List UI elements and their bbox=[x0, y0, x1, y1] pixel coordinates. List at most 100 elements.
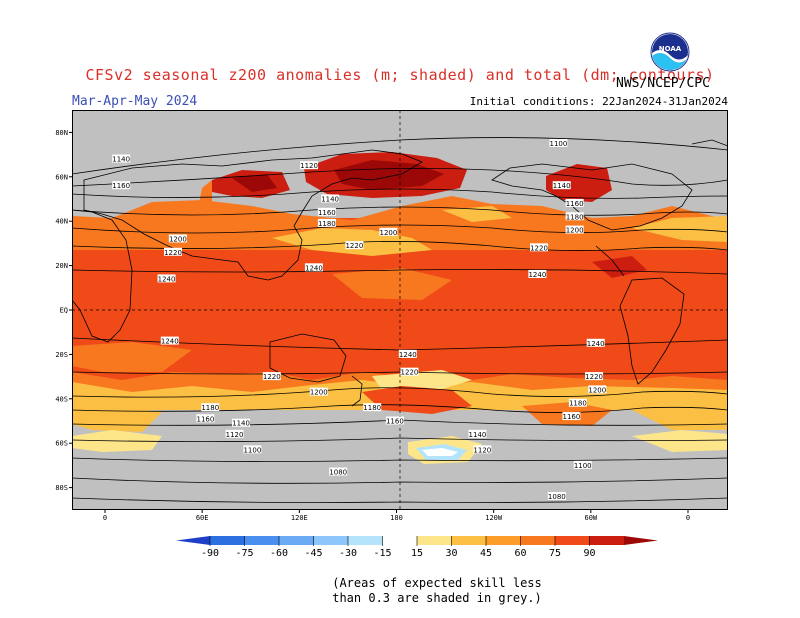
contour-label-bg bbox=[168, 234, 187, 243]
contour-label-text: 1220 bbox=[164, 249, 182, 257]
contour-label-text: 1200 bbox=[566, 227, 584, 235]
contour-label-text: 1180 bbox=[318, 220, 336, 228]
colorbar-tick-label: 90 bbox=[583, 548, 595, 559]
colorbar-box bbox=[279, 536, 314, 545]
lat-tick-label: 40N bbox=[55, 218, 68, 226]
lon-tick-label: 120E bbox=[291, 514, 308, 522]
colorbar-box bbox=[313, 536, 348, 545]
contour-label-bg bbox=[112, 181, 131, 190]
anomaly-band-north bbox=[72, 196, 728, 250]
colorbar-box bbox=[244, 536, 279, 545]
colorbar: -90 -75 -60 -45 -30 -15 15 30 45 60 75 90 bbox=[176, 536, 658, 559]
contour-label: 1140 bbox=[321, 194, 340, 204]
contour-label: 1240 bbox=[398, 349, 417, 359]
contour-label: 1220 bbox=[345, 241, 364, 250]
contour-label-bg bbox=[565, 225, 584, 234]
contour-label-text: 1140 bbox=[469, 431, 487, 439]
anomaly-blob-siberia-core bbox=[232, 174, 277, 192]
contour-label-text: 1120 bbox=[300, 162, 318, 170]
agency-label: NWS/NCEP/CPC bbox=[616, 76, 710, 91]
contour-label-bg bbox=[225, 429, 244, 438]
colorbar-tick-label: -15 bbox=[373, 548, 391, 559]
contour-label-text: 1200 bbox=[379, 229, 397, 237]
contour-label-text: 1160 bbox=[196, 415, 214, 423]
contour-label: 1200 bbox=[379, 227, 398, 237]
contour-label-bg bbox=[317, 218, 336, 227]
anomaly-core-east-pacific bbox=[332, 268, 452, 300]
contour-label-text: 1220 bbox=[401, 369, 419, 377]
lon-tick-label: 60W bbox=[585, 514, 598, 522]
colorbar-tick-label: -90 bbox=[201, 548, 219, 559]
colorbar-tick-label: -30 bbox=[339, 548, 357, 559]
contour-label-bg bbox=[473, 445, 492, 454]
contour-label-bg bbox=[552, 181, 571, 190]
contour-label-bg bbox=[562, 412, 581, 421]
contour-label-bg bbox=[568, 398, 587, 407]
colorbar-arrow-left bbox=[176, 536, 210, 545]
contour-label-text: 1200 bbox=[169, 235, 187, 243]
contour-label-bg bbox=[243, 445, 262, 454]
contour-label: 1160 bbox=[196, 414, 215, 423]
contour-label: 1140 bbox=[552, 181, 571, 190]
anomaly-blob-southern-ocean-pale-2 bbox=[632, 430, 728, 452]
contour-label-text: 1100 bbox=[550, 140, 568, 148]
contour-label-text: 1220 bbox=[345, 242, 363, 250]
contour-label: 1240 bbox=[304, 263, 323, 272]
lon-tick-label: 0 bbox=[103, 514, 107, 522]
colorbar-box bbox=[520, 536, 555, 545]
contour-label-text: 1220 bbox=[263, 373, 281, 381]
anomaly-blob-arctic-pacific-core bbox=[334, 160, 444, 190]
contour-label-text: 1240 bbox=[158, 275, 176, 283]
lon-tick-label: 0 bbox=[686, 514, 690, 522]
colorbar-tick-label: -75 bbox=[235, 548, 253, 559]
contour-label: 1160 bbox=[562, 412, 581, 421]
contour-label: 1160 bbox=[385, 416, 404, 426]
lat-tick-label: 20N bbox=[55, 262, 68, 270]
contour-label: 1220 bbox=[585, 372, 604, 381]
contour-label-bg bbox=[565, 212, 584, 221]
contour-label: 1240 bbox=[586, 338, 605, 348]
contour-label-bg bbox=[530, 243, 549, 252]
skill-footnote-line-2: than 0.3 are shaded in grey.) bbox=[332, 591, 542, 605]
lat-tick-label: 80N bbox=[55, 129, 68, 137]
contour-label: 1100 bbox=[573, 460, 592, 470]
contour-label: 1160 bbox=[317, 207, 336, 217]
contour-label-text: 1160 bbox=[562, 413, 580, 421]
contour-label-text: 1240 bbox=[587, 340, 605, 348]
contour-label: 1220 bbox=[262, 372, 281, 381]
contour-label-text: 1140 bbox=[112, 156, 130, 164]
lat-tick-label: 20S bbox=[55, 351, 68, 359]
contour-label-bg bbox=[379, 227, 398, 236]
lon-tick-label: 60E bbox=[196, 514, 209, 522]
contour-label-bg bbox=[385, 416, 404, 425]
anomaly-band-south-pale bbox=[372, 370, 472, 392]
contour-label-text: 1140 bbox=[321, 196, 339, 204]
anomaly-core-west-pacific bbox=[202, 280, 332, 324]
anomaly-blob-north-atlantic bbox=[546, 164, 612, 202]
contour-label-text: 1240 bbox=[399, 351, 417, 359]
colorbar-box bbox=[486, 536, 521, 545]
contour-label-text: 1240 bbox=[305, 264, 323, 272]
contour-label-text: 1100 bbox=[574, 462, 592, 470]
contour-label-bg bbox=[201, 403, 220, 412]
contour-label-bg bbox=[586, 338, 605, 347]
contour-label-text: 1160 bbox=[386, 418, 404, 426]
colorbar-tick-label: 45 bbox=[480, 548, 492, 559]
contour-label-text: 1160 bbox=[318, 209, 336, 217]
contour-label: 1240 bbox=[528, 269, 547, 279]
colorbar-box bbox=[210, 536, 245, 545]
contour-label-text: 1160 bbox=[566, 200, 584, 208]
colorbar-tick-label: -60 bbox=[270, 548, 288, 559]
contour-label-bg bbox=[232, 418, 251, 427]
contour-label: 1240 bbox=[160, 336, 179, 346]
contour-label: 1180 bbox=[565, 212, 584, 221]
colorbar-box bbox=[417, 536, 452, 545]
contour-label: 1080 bbox=[547, 491, 566, 501]
contour-label-bg bbox=[528, 269, 547, 278]
contour-label: 1200 bbox=[309, 387, 328, 397]
contour-label-text: 1240 bbox=[161, 338, 179, 346]
anomaly-blob-neutral bbox=[422, 448, 458, 456]
contour-label-bg bbox=[262, 372, 281, 381]
contour-label-text: 1140 bbox=[553, 182, 571, 190]
contour-label: 1180 bbox=[317, 218, 336, 228]
